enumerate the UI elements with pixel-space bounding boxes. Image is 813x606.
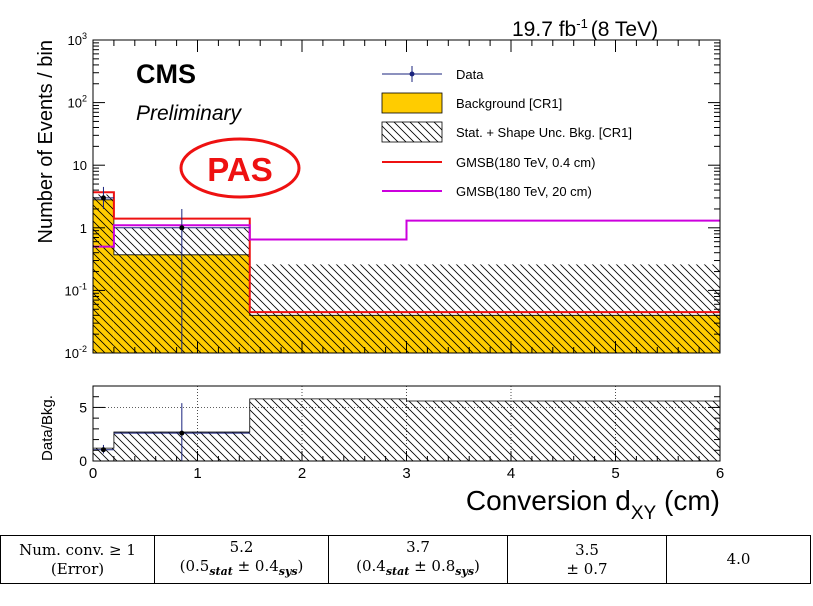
ratio-point xyxy=(100,447,106,453)
legend-label-gmsb-04cm: GMSB(180 TeV, 0.4 cm) xyxy=(456,155,595,170)
main-y-tick-label: 1 xyxy=(80,221,87,236)
uncertainty-band xyxy=(249,264,407,353)
lumi-label: 19.7 fb-1 (8 TeV) xyxy=(512,16,658,41)
legend-entry-gmsb-20cm: GMSB(180 TeV, 20 cm) xyxy=(382,184,592,199)
ratio-y-tick-label: 0 xyxy=(79,453,87,469)
main-y-tick-label: 10-1 xyxy=(65,281,87,298)
legend: Data Background [CR1] Stat. + Shape Unc.… xyxy=(381,66,632,199)
ratio-point xyxy=(179,430,185,436)
data-point xyxy=(179,225,185,231)
status-label: Preliminary xyxy=(136,102,243,125)
x-axis-title: Conversion dXY (cm) xyxy=(466,485,720,524)
ratio-x-tick-label: 4 xyxy=(507,465,515,482)
table-cell: 3.5 ± 0.7 xyxy=(507,535,667,584)
pas-stamp: PAS xyxy=(207,151,272,188)
table-row: Num. conv. ≥ 1 (Error) 5.2 (0.5stat ± 0.… xyxy=(0,535,811,584)
uncertainty-band xyxy=(93,194,114,353)
ratio-y-tick-label: 5 xyxy=(79,399,87,415)
table-row-header: Num. conv. ≥ 1 (Error) xyxy=(0,535,155,584)
legend-entry-background: Background [CR1] xyxy=(381,92,562,114)
main-y-tick-label: 10 xyxy=(73,158,87,173)
legend-entry-data: Data xyxy=(382,66,484,82)
uncertainty-band xyxy=(406,264,720,353)
ratio-uncertainty-band xyxy=(249,398,407,461)
ratio-x-tick-label: 6 xyxy=(716,465,724,482)
ratio-uncertainty-band xyxy=(406,401,720,461)
main-y-tick-label: 102 xyxy=(68,94,87,111)
ratio-x-tick-label: 0 xyxy=(89,465,97,482)
main-y-tick-label: 10-2 xyxy=(65,344,87,361)
main-y-axis-title: Number of Events / bin xyxy=(35,40,57,243)
summary-table: Num. conv. ≥ 1 (Error) 5.2 (0.5stat ± 0.… xyxy=(0,535,811,584)
ratio-y-axis-title: Data/Bkg. xyxy=(39,395,56,461)
ratio-x-tick-label: 1 xyxy=(193,465,201,482)
legend-label-data: Data xyxy=(456,67,484,82)
ratio-band-outline xyxy=(93,398,720,449)
signal-line-gmsb-04cm xyxy=(93,191,720,314)
signal-line-gmsb-20cm xyxy=(93,219,720,248)
legend-label-gmsb-20cm: GMSB(180 TeV, 20 cm) xyxy=(456,184,592,199)
data-point xyxy=(100,195,106,201)
pas-stamp-ellipse xyxy=(179,137,301,199)
legend-label-background: Background [CR1] xyxy=(456,96,562,111)
table-cell: 5.2 (0.5stat ± 0.4sys) xyxy=(154,535,329,584)
legend-entry-uncertainty: Stat. + Shape Unc. Bkg. [CR1] xyxy=(381,121,632,143)
legend-label-uncertainty: Stat. + Shape Unc. Bkg. [CR1] xyxy=(456,125,632,140)
ratio-x-tick-label: 3 xyxy=(402,465,410,482)
ratio-x-tick-label: 2 xyxy=(298,465,306,482)
ratio-uncertainty-band xyxy=(93,448,114,461)
main-y-tick-label: 103 xyxy=(68,31,87,48)
table-cell: 4.0 xyxy=(666,535,811,584)
experiment-label: CMS xyxy=(136,59,196,89)
ratio-x-tick-label: 5 xyxy=(611,465,619,482)
legend-entry-gmsb-04cm: GMSB(180 TeV, 0.4 cm) xyxy=(382,155,595,170)
table-cell: 3.7 (0.4stat ± 0.8sys) xyxy=(328,535,508,584)
